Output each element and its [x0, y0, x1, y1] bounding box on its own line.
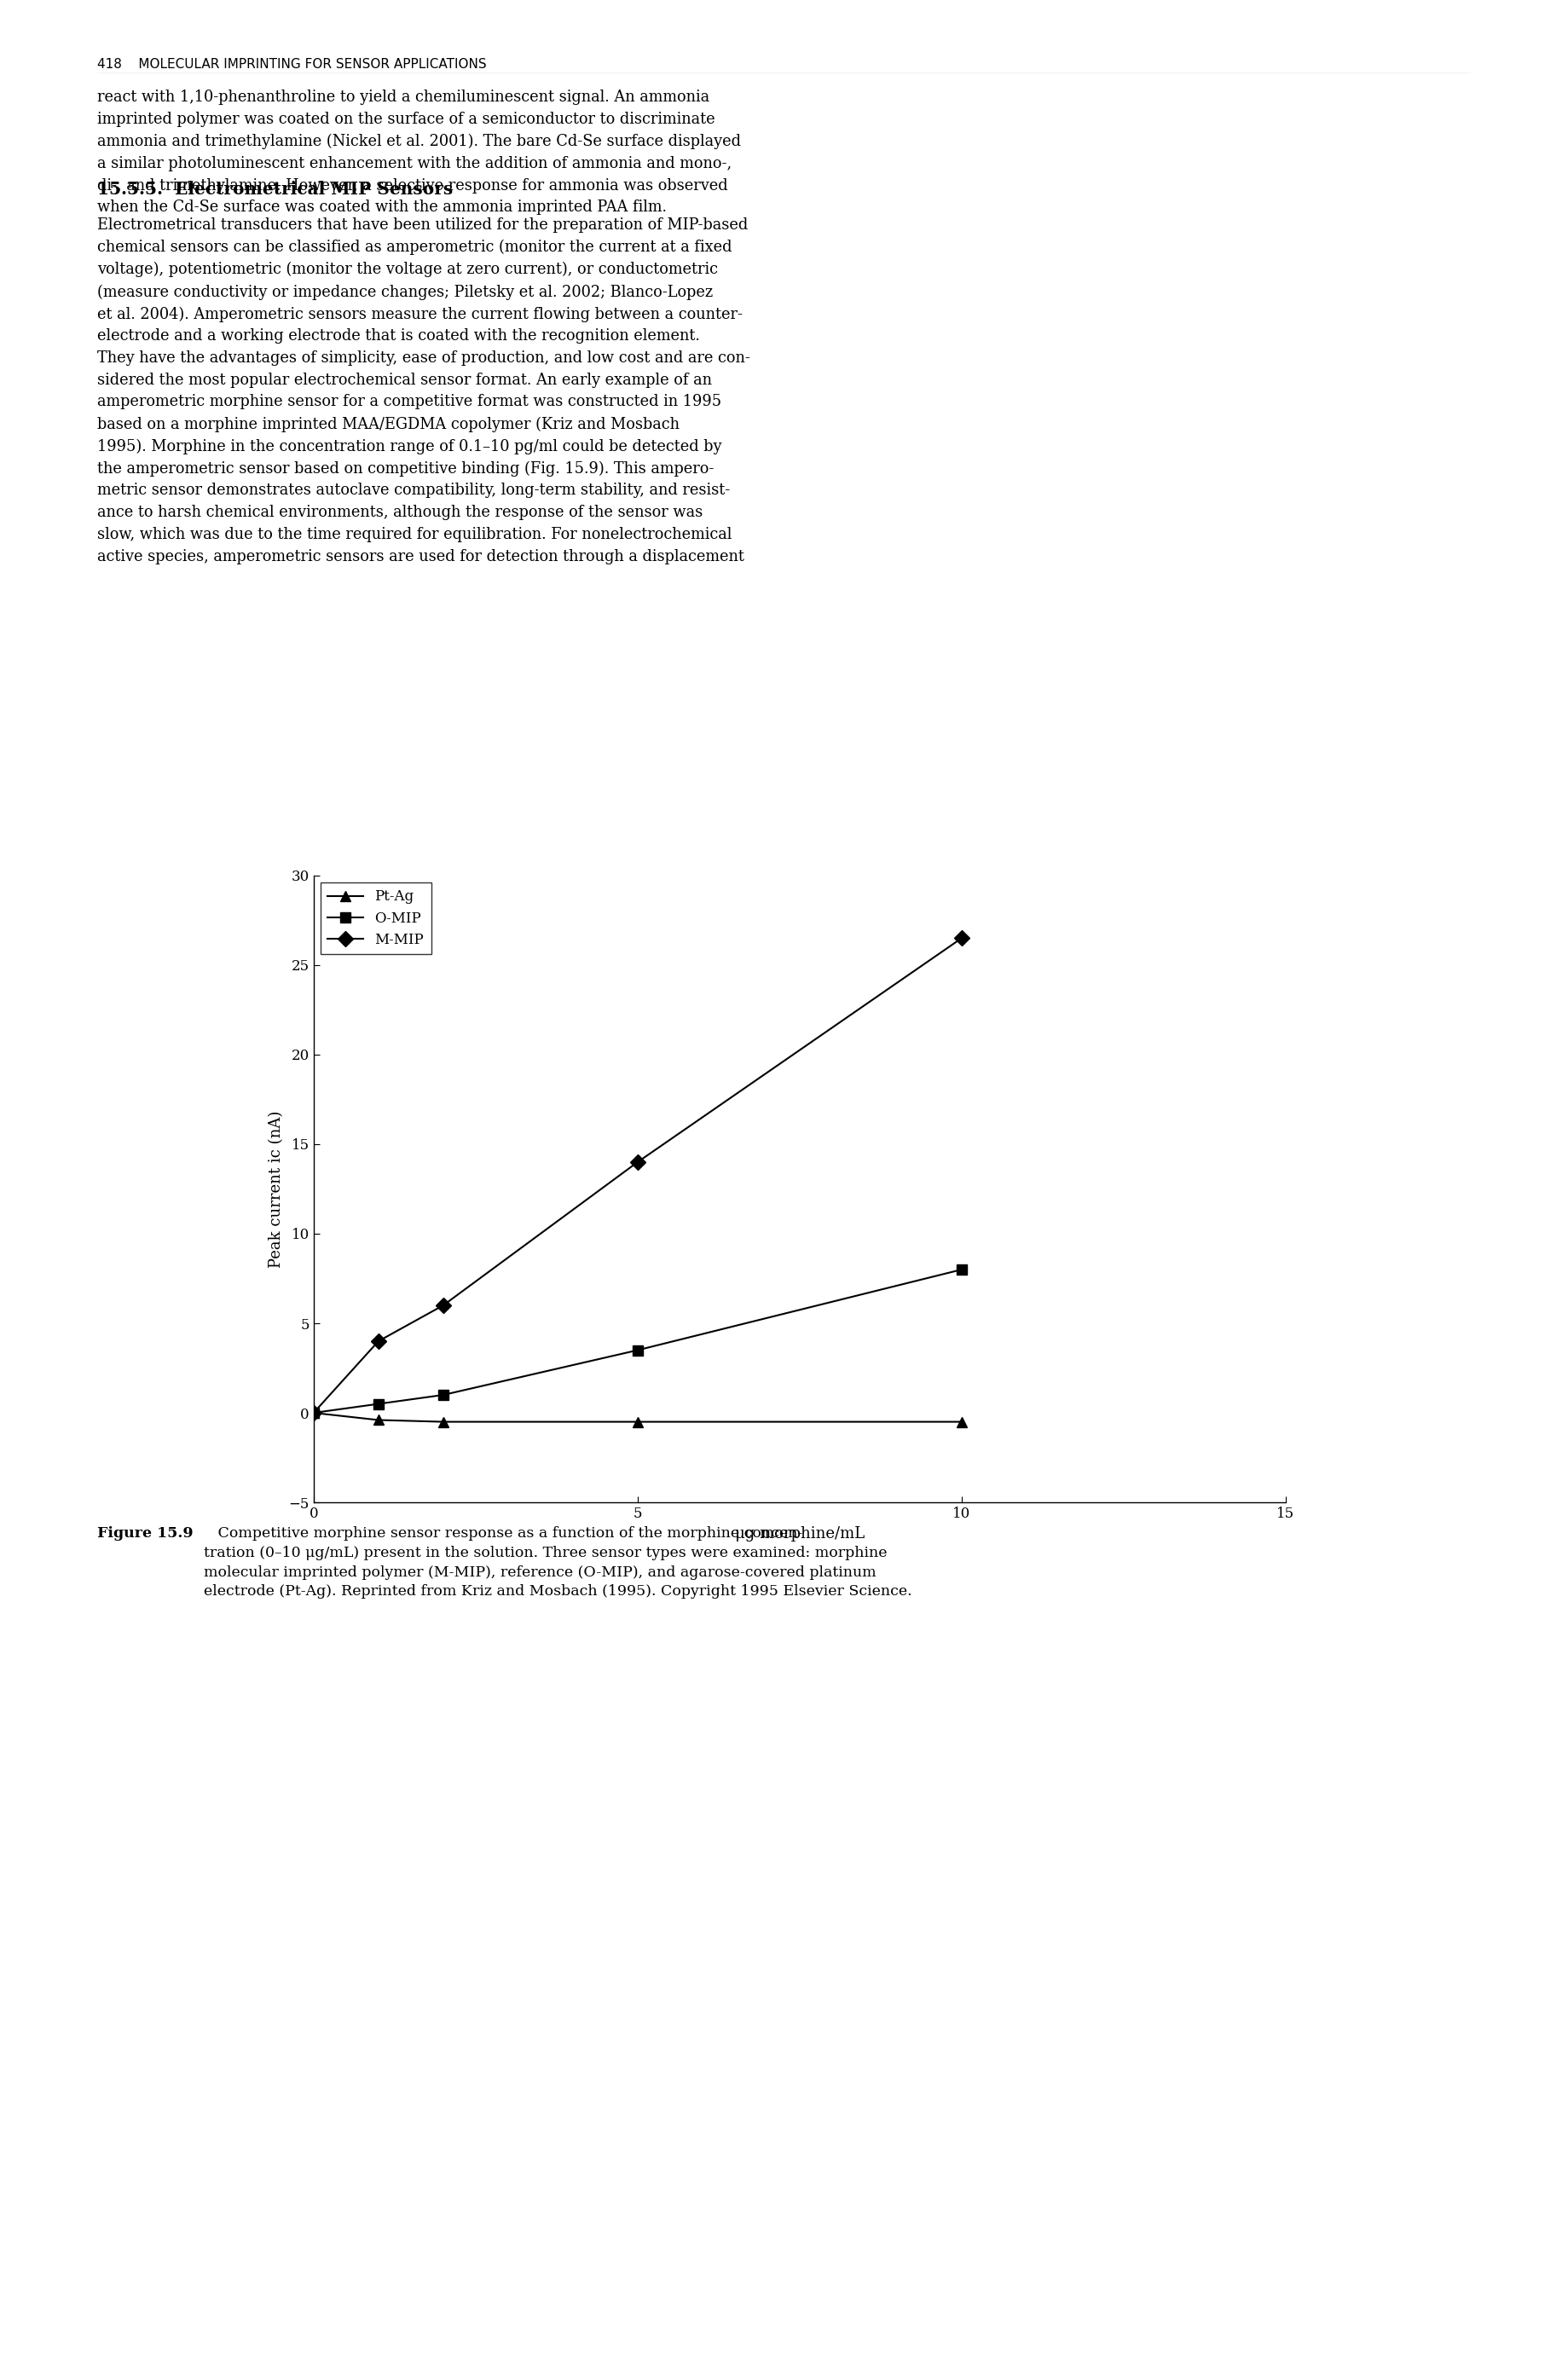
- Pt-Ag: [629, 1408, 648, 1436]
- Pt-Ag: [368, 1405, 387, 1434]
- O-MIP: [952, 1256, 971, 1285]
- O-MIP: [304, 1398, 323, 1427]
- Line: Pt-Ag: Pt-Ag: [309, 1408, 967, 1427]
- Legend: Pt-Ag, O-MIP, M-MIP: Pt-Ag, O-MIP, M-MIP: [321, 883, 431, 953]
- Text: react with 1,10-phenanthroline to yield a chemiluminescent signal. An ammonia
im: react with 1,10-phenanthroline to yield …: [97, 90, 742, 215]
- M-MIP: [434, 1292, 453, 1320]
- O-MIP: [434, 1382, 453, 1410]
- Pt-Ag: [434, 1408, 453, 1436]
- Pt-Ag: [952, 1408, 971, 1436]
- M-MIP: [952, 925, 971, 953]
- Y-axis label: Peak current ic (nA): Peak current ic (nA): [268, 1110, 284, 1268]
- Pt-Ag: [304, 1398, 323, 1427]
- X-axis label: μg morphine/mL: μg morphine/mL: [735, 1526, 864, 1540]
- Line: O-MIP: O-MIP: [309, 1263, 967, 1417]
- M-MIP: [304, 1398, 323, 1427]
- O-MIP: [629, 1337, 648, 1365]
- M-MIP: [629, 1148, 648, 1176]
- Text: 15.5.5.  Electrometrical MIP Sensors: 15.5.5. Electrometrical MIP Sensors: [97, 180, 453, 199]
- Text: Figure 15.9: Figure 15.9: [97, 1526, 193, 1540]
- Text: Competitive morphine sensor response as a function of the morphine concen-
trati: Competitive morphine sensor response as …: [204, 1526, 913, 1599]
- Line: M-MIP: M-MIP: [309, 932, 967, 1417]
- O-MIP: [368, 1389, 387, 1417]
- M-MIP: [368, 1327, 387, 1356]
- Text: 418    MOLECULAR IMPRINTING FOR SENSOR APPLICATIONS: 418 MOLECULAR IMPRINTING FOR SENSOR APPL…: [97, 57, 486, 71]
- Text: Electrometrical transducers that have been utilized for the preparation of MIP-b: Electrometrical transducers that have be…: [97, 218, 750, 563]
